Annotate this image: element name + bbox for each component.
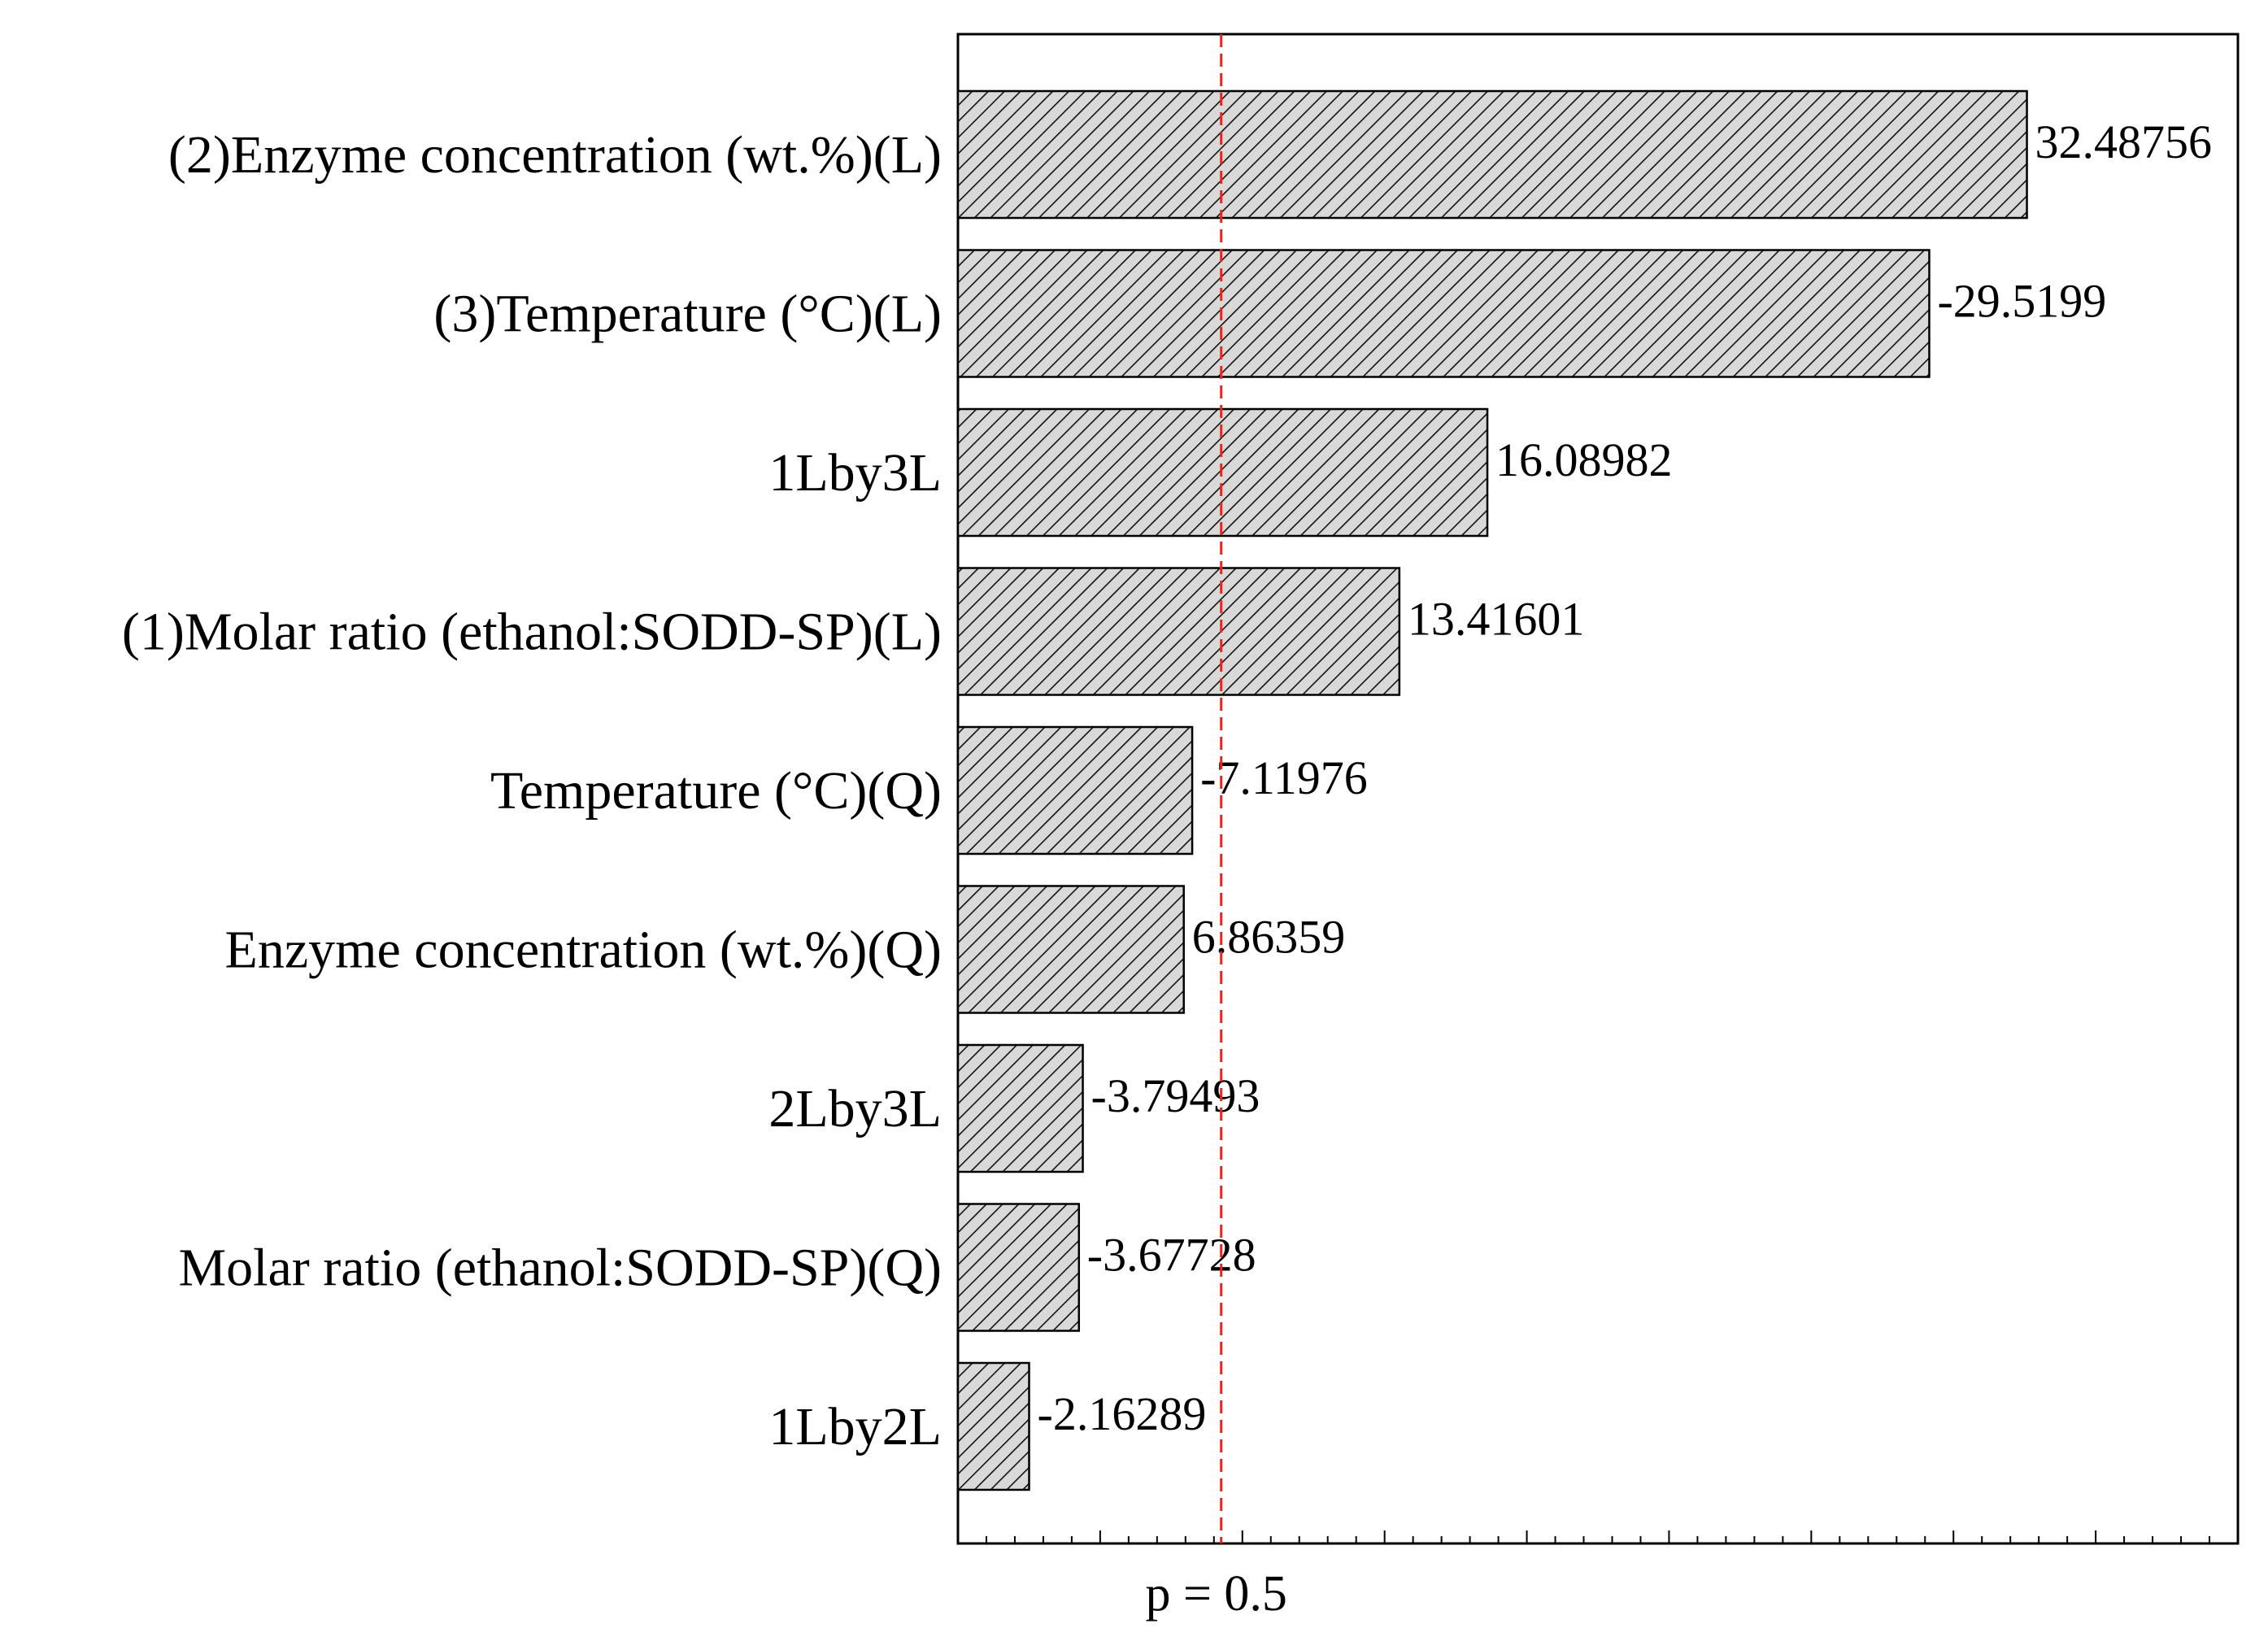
bar — [956, 249, 1931, 378]
value-label: 16.08982 — [1495, 433, 1673, 486]
category-label: (1)Molar ratio (ethanol:SODD-SP)(L) — [122, 603, 942, 662]
bars — [956, 89, 2028, 1491]
bar — [956, 1203, 1081, 1332]
x-axis-ticks — [985, 1530, 2211, 1543]
value-label: -3.79493 — [1091, 1069, 1260, 1122]
category-label: Enzyme concentration (wt.%)(Q) — [225, 921, 942, 980]
bar — [956, 1043, 1084, 1173]
category-label: 2Lby3L — [768, 1079, 942, 1138]
category-label: 1Lby2L — [768, 1397, 942, 1456]
category-label: 1Lby3L — [768, 443, 942, 503]
value-label: 13.41601 — [1408, 593, 1585, 646]
category-labels: (2)Enzyme concentration (wt.%)(L) (3)Temp… — [122, 125, 942, 1456]
bar — [956, 89, 2028, 220]
bar — [956, 1361, 1030, 1491]
value-label: -3.67728 — [1087, 1229, 1256, 1282]
category-label: (3)Temperature (°C)(L) — [433, 285, 942, 344]
value-label: -29.5199 — [1937, 275, 2106, 328]
bar — [956, 407, 1489, 538]
value-label: 6.86359 — [1192, 911, 1346, 964]
value-labels: 32.48756 -29.5199 16.08982 13.41601 -7.11976… — [1038, 115, 2213, 1440]
category-label: Temperature (°C)(Q) — [490, 761, 942, 821]
reference-line-label: p = 0.5 — [1145, 1566, 1286, 1622]
bar — [956, 885, 1185, 1014]
bar — [956, 725, 1194, 855]
category-label: (2)Enzyme concentration (wt.%)(L) — [168, 125, 942, 185]
bar — [956, 567, 1401, 696]
value-label: 32.48756 — [2035, 115, 2213, 168]
value-label: -7.11976 — [1200, 751, 1368, 804]
value-label: -2.16289 — [1038, 1387, 1207, 1440]
category-label: Molar ratio (ethanol:SODD-SP)(Q) — [178, 1239, 942, 1298]
